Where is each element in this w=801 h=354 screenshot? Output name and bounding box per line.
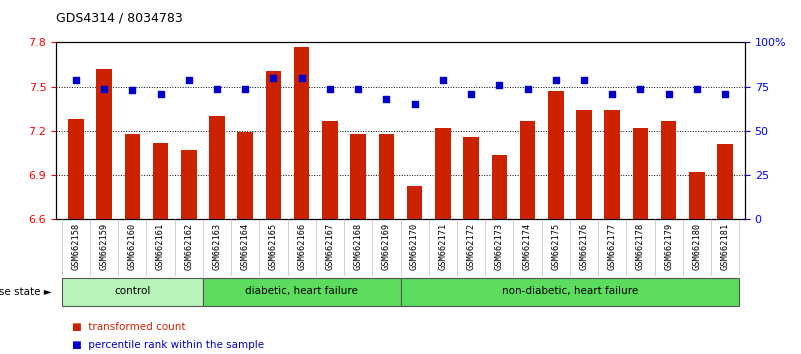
Text: GSM662160: GSM662160 — [128, 222, 137, 269]
Point — [437, 77, 449, 82]
Bar — [237, 132, 253, 219]
Point — [380, 96, 392, 102]
Bar — [181, 150, 196, 219]
Bar — [209, 116, 225, 219]
Bar — [124, 134, 140, 219]
Text: GSM662165: GSM662165 — [269, 222, 278, 269]
Text: GSM662175: GSM662175 — [551, 222, 560, 269]
Bar — [689, 172, 705, 219]
Text: GSM662159: GSM662159 — [99, 222, 109, 269]
Bar — [435, 128, 451, 219]
Text: disease state ►: disease state ► — [0, 287, 52, 297]
FancyBboxPatch shape — [62, 278, 203, 306]
FancyBboxPatch shape — [203, 278, 400, 306]
Bar — [661, 121, 677, 219]
FancyBboxPatch shape — [400, 278, 739, 306]
Bar — [548, 91, 564, 219]
Text: control: control — [114, 286, 151, 296]
Point — [493, 82, 505, 88]
Text: GSM662166: GSM662166 — [297, 222, 306, 269]
Point — [267, 75, 280, 81]
Text: GSM662176: GSM662176 — [579, 222, 589, 269]
Bar — [605, 110, 620, 219]
Point — [183, 77, 195, 82]
Text: ■  transformed count: ■ transformed count — [72, 322, 186, 332]
Bar — [68, 119, 83, 219]
Text: GSM662158: GSM662158 — [71, 222, 80, 269]
Bar — [492, 155, 507, 219]
Text: GSM662173: GSM662173 — [495, 222, 504, 269]
Point — [634, 86, 647, 91]
Text: GSM662167: GSM662167 — [325, 222, 335, 269]
Point — [70, 77, 83, 82]
Point — [718, 91, 731, 97]
Text: GSM662174: GSM662174 — [523, 222, 532, 269]
Point — [549, 77, 562, 82]
Text: GSM662178: GSM662178 — [636, 222, 645, 269]
Text: GSM662161: GSM662161 — [156, 222, 165, 269]
Point — [324, 86, 336, 91]
Text: GSM662180: GSM662180 — [692, 222, 702, 269]
Text: diabetic, heart failure: diabetic, heart failure — [245, 286, 358, 296]
Text: GSM662169: GSM662169 — [382, 222, 391, 269]
Bar — [463, 137, 479, 219]
Text: GSM662168: GSM662168 — [354, 222, 363, 269]
Point — [98, 86, 111, 91]
Text: GSM662177: GSM662177 — [608, 222, 617, 269]
Text: GSM662164: GSM662164 — [241, 222, 250, 269]
Bar — [322, 121, 338, 219]
Bar — [718, 144, 733, 219]
Point — [352, 86, 364, 91]
Bar — [407, 185, 422, 219]
Text: GSM662170: GSM662170 — [410, 222, 419, 269]
Text: GSM662163: GSM662163 — [212, 222, 222, 269]
Point — [154, 91, 167, 97]
Bar — [520, 121, 535, 219]
Point — [126, 87, 139, 93]
Text: GSM662162: GSM662162 — [184, 222, 193, 269]
Point — [296, 75, 308, 81]
Point — [211, 86, 223, 91]
Point — [690, 86, 703, 91]
Point — [662, 91, 675, 97]
Text: GSM662179: GSM662179 — [664, 222, 673, 269]
Bar — [576, 110, 592, 219]
Text: non-diabetic, heart failure: non-diabetic, heart failure — [501, 286, 638, 296]
Bar — [153, 143, 168, 219]
Bar — [266, 70, 281, 219]
Text: GSM662172: GSM662172 — [466, 222, 476, 269]
Text: GSM662181: GSM662181 — [721, 222, 730, 269]
Text: GDS4314 / 8034783: GDS4314 / 8034783 — [56, 12, 183, 25]
Bar — [294, 47, 309, 219]
Point — [521, 86, 534, 91]
Bar — [379, 134, 394, 219]
Bar — [350, 134, 366, 219]
Point — [409, 102, 421, 107]
Text: ■  percentile rank within the sample: ■ percentile rank within the sample — [72, 340, 264, 350]
Bar — [633, 128, 648, 219]
Text: GSM662171: GSM662171 — [438, 222, 447, 269]
Point — [465, 91, 477, 97]
Bar — [96, 69, 112, 219]
Point — [578, 77, 590, 82]
Point — [239, 86, 252, 91]
Point — [606, 91, 618, 97]
